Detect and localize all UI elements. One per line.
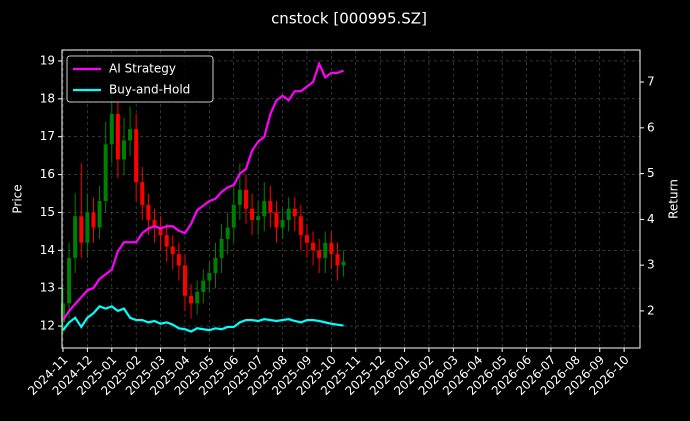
candle-body — [341, 261, 346, 266]
legend-label: Buy-and-Hold — [109, 83, 190, 97]
candle-body — [195, 291, 200, 304]
candle-body — [152, 220, 157, 228]
candle-body — [109, 113, 114, 145]
y-tick-label: 12 — [40, 319, 55, 333]
candle-body — [323, 242, 328, 258]
candle-body — [335, 254, 340, 266]
candle-body — [219, 238, 224, 258]
y-tick-label: 16 — [40, 167, 55, 181]
candle-body — [140, 182, 145, 205]
y-tick-label: 15 — [40, 205, 55, 219]
y-tick-label: 13 — [40, 281, 55, 295]
y2-tick-label: 5 — [647, 166, 655, 180]
y2-tick-label: 2 — [647, 303, 655, 317]
y-tick-label: 19 — [40, 53, 55, 67]
candle-body — [121, 140, 126, 160]
candle-body — [311, 242, 316, 251]
candle-body — [128, 129, 133, 141]
y-tick-label: 17 — [40, 129, 55, 143]
candle-body — [231, 204, 236, 228]
line-series — [62, 305, 344, 333]
y2-tick-label: 4 — [647, 212, 655, 226]
candle-body — [268, 201, 273, 213]
y2-axis-label: Return — [667, 179, 681, 219]
candle-body — [292, 208, 297, 217]
y2-tick-label: 3 — [647, 258, 655, 272]
candle-body — [304, 235, 309, 243]
y2-tick-label: 6 — [647, 120, 655, 134]
candle-body — [274, 212, 279, 228]
candle-body — [329, 242, 334, 255]
chart-title: cnstock [000995.SZ] — [271, 10, 427, 28]
candle-body — [146, 204, 151, 221]
candle-body — [158, 227, 163, 236]
candle-body — [250, 208, 255, 221]
y-tick-label: 18 — [40, 91, 55, 105]
legend-box — [66, 55, 214, 103]
candle-body — [280, 220, 285, 228]
candle-body — [79, 216, 84, 243]
line-series — [62, 60, 344, 321]
plot-frame — [61, 49, 641, 349]
y-tick-label: 14 — [40, 243, 55, 257]
candle-body — [164, 235, 169, 247]
candle-body — [213, 257, 218, 274]
candle-body — [298, 216, 303, 236]
candle-body — [317, 250, 322, 258]
candle-body — [201, 280, 206, 292]
candle-body — [176, 254, 181, 266]
y-axis-label: Price — [11, 184, 25, 213]
legend-label: AI Strategy — [109, 62, 176, 76]
candle-body — [67, 257, 72, 304]
candle-body — [115, 113, 120, 160]
candle-body — [225, 227, 230, 239]
candle-body — [243, 189, 248, 209]
candle-body — [207, 273, 212, 281]
candle-body — [73, 216, 78, 258]
y2-tick-label: 7 — [647, 75, 655, 89]
candle-body — [237, 189, 242, 205]
candle-body — [170, 246, 175, 255]
candle-body — [189, 295, 194, 304]
candle-body — [256, 216, 261, 221]
candle-body — [85, 212, 90, 243]
candle-body — [60, 303, 65, 323]
candle-body — [103, 144, 108, 202]
candle-body — [91, 212, 96, 228]
candle-body — [182, 265, 187, 296]
candle-body — [97, 201, 102, 228]
candle-body — [286, 208, 291, 221]
candle-body — [134, 129, 139, 183]
candle-body — [262, 201, 267, 217]
